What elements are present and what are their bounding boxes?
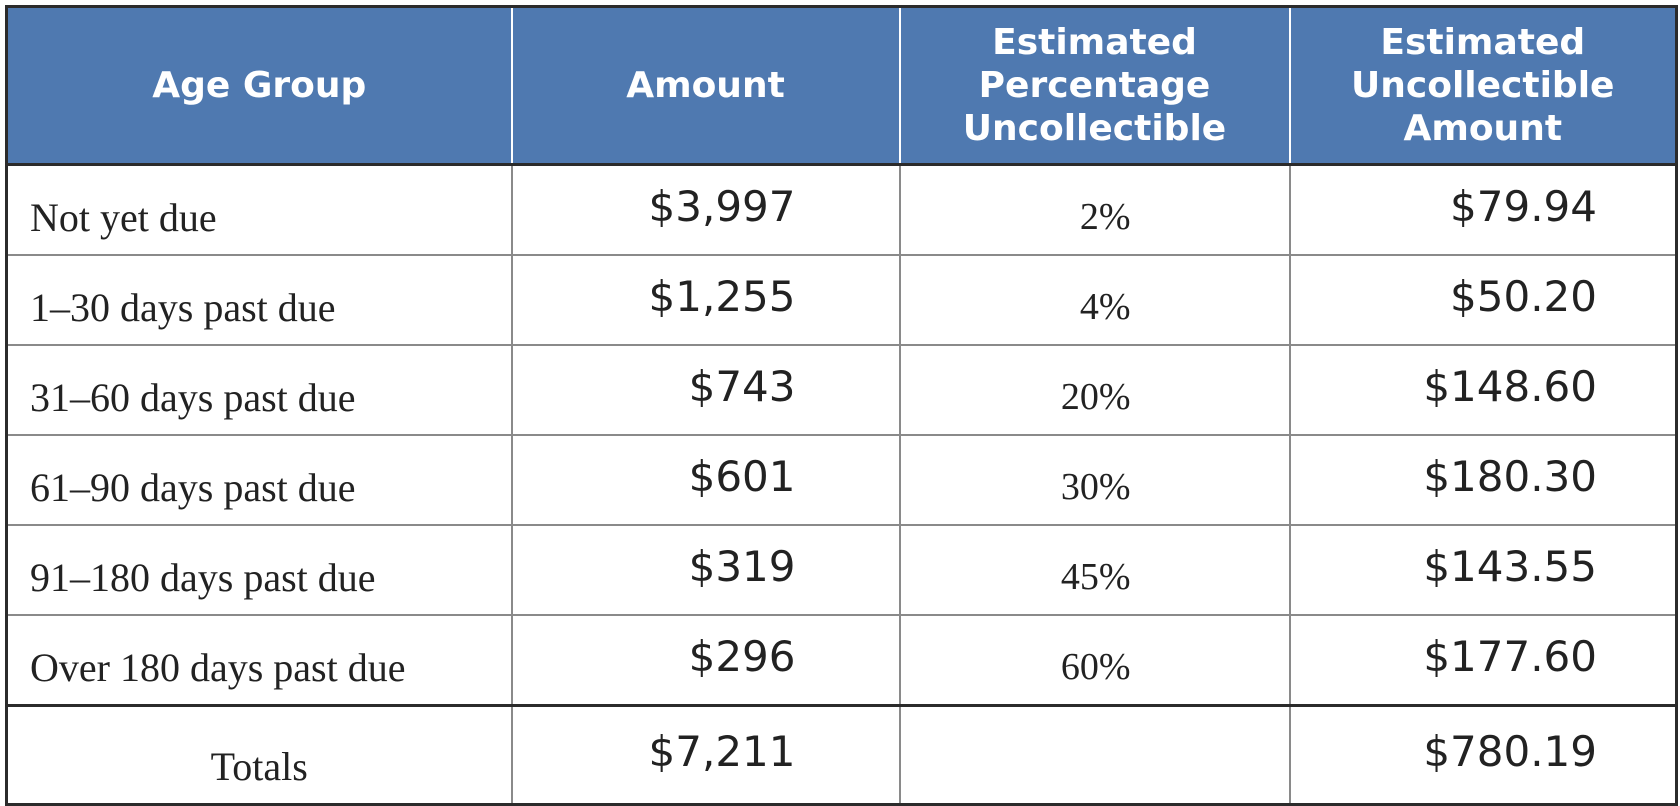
- header-line: Amount: [626, 65, 785, 106]
- header-line: Uncollectible: [962, 108, 1227, 149]
- uncollectible-amount-cell: $148.60: [1288, 345, 1677, 436]
- total-uncollectible-amount: $780.19: [1288, 704, 1677, 805]
- age-group-cell: 1–30 days past due: [6, 255, 512, 346]
- table-row: Not yet due $3,997 2% $79.94: [6, 164, 1677, 256]
- uncollectible-amount-cell: $180.30: [1288, 435, 1677, 526]
- percentage-cell: 30%: [898, 435, 1290, 526]
- amount-cell: $1,255: [510, 255, 900, 346]
- total-percentage: [898, 704, 1290, 805]
- totals-label: Totals: [6, 704, 512, 805]
- header-line: Estimated: [1380, 22, 1586, 63]
- table-header: Age Group Amount Estimated Percentage Un…: [6, 6, 1677, 166]
- aging-schedule-table: Age Group Amount Estimated Percentage Un…: [5, 5, 1678, 806]
- age-group-cell: 61–90 days past due: [6, 435, 512, 526]
- amount-cell: $319: [510, 525, 900, 616]
- table-row: 91–180 days past due $319 45% $143.55: [6, 525, 1677, 616]
- age-group-cell: Over 180 days past due: [6, 615, 512, 707]
- table-row: 31–60 days past due $743 20% $148.60: [6, 345, 1677, 436]
- table-row: Over 180 days past due $296 60% $177.60: [6, 615, 1677, 707]
- uncollectible-amount-cell: $177.60: [1288, 615, 1677, 707]
- age-group-cell: 31–60 days past due: [6, 345, 512, 436]
- header-line: Uncollectible: [1351, 65, 1615, 106]
- header-age-group: Age Group: [6, 6, 512, 166]
- totals-row: Totals $7,211 $780.19: [6, 704, 1677, 805]
- percentage-cell: 4%: [898, 255, 1290, 346]
- amount-cell: $3,997: [510, 164, 900, 256]
- age-group-cell: Not yet due: [6, 164, 512, 256]
- age-group-cell: 91–180 days past due: [6, 525, 512, 616]
- uncollectible-amount-cell: $143.55: [1288, 525, 1677, 616]
- header-line: Percentage: [978, 65, 1211, 106]
- percentage-cell: 60%: [898, 615, 1290, 707]
- table-row: 1–30 days past due $1,255 4% $50.20: [6, 255, 1677, 346]
- amount-cell: $296: [510, 615, 900, 707]
- percentage-cell: 2%: [898, 164, 1290, 256]
- header-line: Amount: [1403, 108, 1563, 149]
- table-row: 61–90 days past due $601 30% $180.30: [6, 435, 1677, 526]
- uncollectible-amount-cell: $79.94: [1288, 164, 1677, 256]
- header-line: Age Group: [152, 65, 367, 106]
- header-line: Estimated: [992, 22, 1197, 63]
- header-amount: Amount: [510, 6, 900, 166]
- header-estimated-percentage: Estimated Percentage Uncollectible: [898, 6, 1290, 166]
- amount-cell: $601: [510, 435, 900, 526]
- header-row: Age Group Amount Estimated Percentage Un…: [6, 6, 1677, 166]
- header-estimated-uncollectible-amount: Estimated Uncollectible Amount: [1288, 6, 1677, 166]
- amount-cell: $743: [510, 345, 900, 436]
- percentage-cell: 20%: [898, 345, 1290, 436]
- table-body: Not yet due $3,997 2% $79.94 1–30 days p…: [6, 164, 1677, 805]
- total-amount: $7,211: [510, 704, 900, 805]
- uncollectible-amount-cell: $50.20: [1288, 255, 1677, 346]
- percentage-cell: 45%: [898, 525, 1290, 616]
